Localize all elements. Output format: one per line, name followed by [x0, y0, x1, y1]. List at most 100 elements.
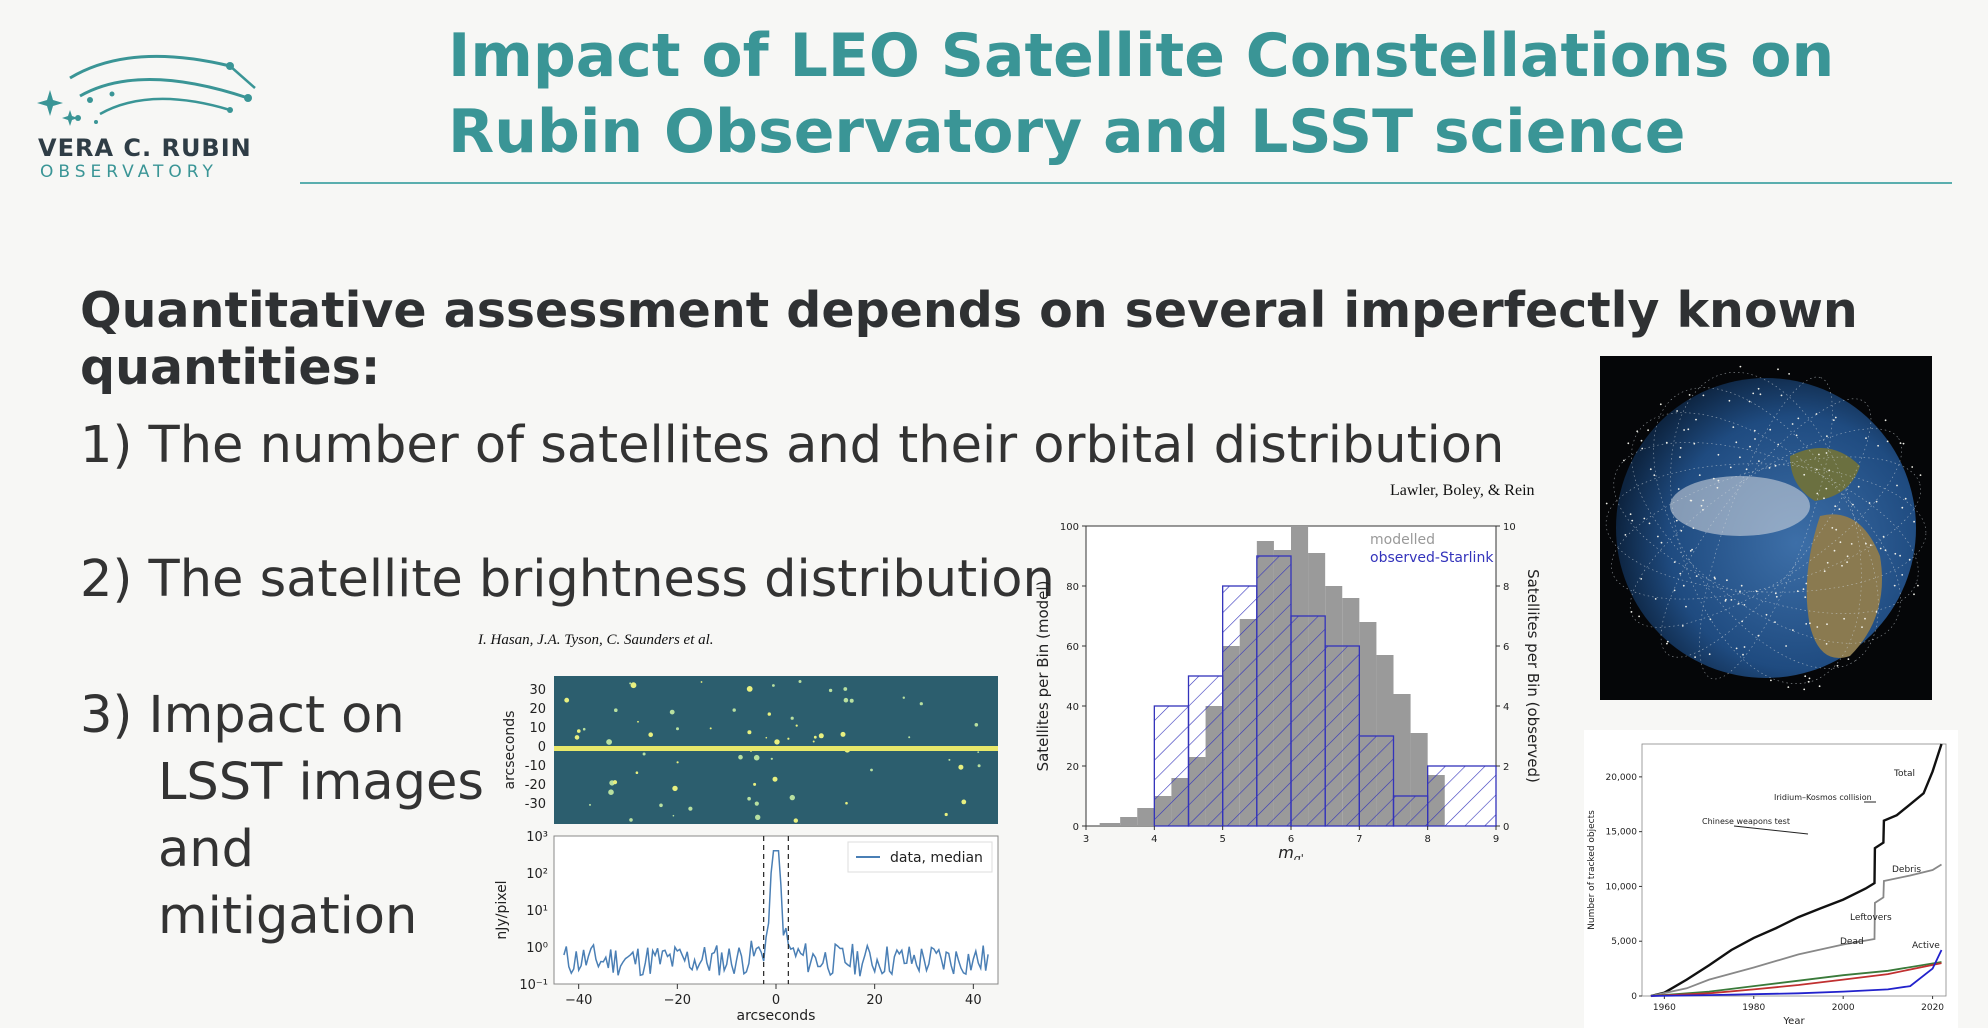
satellite-dot	[1748, 400, 1751, 403]
satellite-dot	[1737, 602, 1740, 605]
hist-xtick-label: 7	[1356, 834, 1362, 845]
hist-ytick-right-label: 8	[1503, 582, 1509, 593]
satellite-dot	[1702, 394, 1705, 397]
satellite-dot	[1774, 464, 1777, 467]
list-item-2: 2) The satellite brightness distribution	[80, 550, 1055, 609]
satellite-dot	[1605, 502, 1608, 505]
satellite-dot	[1825, 487, 1828, 490]
star	[709, 727, 712, 730]
satellite-dot	[1865, 542, 1867, 545]
star	[738, 754, 743, 760]
star	[754, 801, 759, 806]
satellite-dot	[1679, 572, 1682, 575]
satellite-dot	[1838, 508, 1841, 510]
satellite-dot	[1807, 680, 1810, 683]
track-ytick-label: 0	[1631, 992, 1637, 1002]
satellite-dot	[1839, 541, 1842, 544]
annotation-dead: Dead	[1840, 937, 1864, 947]
hist-ytick-left-label: 60	[1066, 642, 1079, 653]
star	[790, 716, 794, 720]
satellite-dot	[1835, 528, 1838, 531]
satellite-dot	[1832, 419, 1835, 421]
satellite-dot	[1788, 373, 1790, 375]
satellite-dot	[1691, 548, 1693, 551]
tracked-objects-figure: 0 5,000 10,000 15,000 20,000 1960 1980 2000 2020…	[1584, 730, 1958, 1028]
satellite-dot	[1896, 484, 1898, 487]
hist-ytick-left-label: 20	[1066, 762, 1079, 773]
hist-ytick-right-label: 6	[1503, 642, 1509, 653]
star	[688, 806, 693, 811]
hist-legend-observed: observed-Starlink	[1370, 550, 1494, 566]
satellite-dot	[1623, 459, 1625, 462]
image-ylabel: arcseconds	[502, 711, 518, 790]
image-ytick-label: 30	[529, 683, 546, 698]
track-ytick-label: 5,000	[1611, 937, 1637, 947]
star	[635, 771, 639, 774]
satellite-dot	[1792, 629, 1794, 631]
satellite-dot	[1740, 584, 1743, 587]
satellite-dot	[1768, 467, 1771, 469]
profile-ytick-label: 10³	[526, 830, 548, 845]
hist-bar-observed	[1222, 585, 1258, 827]
satellite-dot	[1816, 626, 1819, 628]
star	[843, 687, 848, 691]
hist-bar-observed	[1256, 555, 1292, 827]
star	[606, 739, 612, 745]
star	[908, 736, 911, 739]
profile-xtick-label: −20	[664, 993, 691, 1008]
orbit-shell	[1653, 387, 1879, 669]
satellite-dot	[1702, 509, 1704, 511]
satellite-dot	[1636, 430, 1639, 433]
annotation-iridium: Iridium–Kosmos collision	[1774, 793, 1872, 802]
star	[577, 729, 581, 733]
hist-ylabel-left: Satellites per Bin (model)	[1034, 581, 1052, 772]
star	[747, 796, 751, 801]
satellite-dot	[1627, 442, 1630, 445]
orbit-shell	[1699, 376, 1833, 680]
satellite-dot	[1836, 664, 1839, 667]
star	[870, 768, 873, 772]
satellite-dot	[1665, 441, 1668, 444]
satellite-dot	[1654, 598, 1657, 600]
star	[672, 814, 675, 817]
satellite-dot	[1692, 527, 1695, 529]
satellite-dot	[1816, 492, 1819, 495]
star	[919, 702, 923, 706]
annotation-chinese: Chinese weapons test	[1702, 817, 1790, 826]
annotation-active: Active	[1912, 941, 1940, 951]
image-ytick-label: 0	[538, 740, 546, 755]
hist-bar-observed	[1324, 645, 1360, 827]
list-item-3-line4: mitigation	[158, 887, 418, 946]
satellite-dot	[1743, 604, 1746, 606]
star	[582, 727, 586, 731]
satellite-dot	[1913, 593, 1915, 596]
satellite-dot	[1804, 596, 1807, 598]
profile-ytick-label: 10⁰	[526, 941, 548, 956]
track-xlabel: Year	[1782, 1016, 1805, 1027]
satellite-dot	[1769, 428, 1772, 431]
satellite-dot	[1843, 617, 1845, 620]
hist-ytick-left-label: 80	[1066, 582, 1079, 593]
satellite-dot	[1708, 653, 1711, 656]
track-xtick-label: 1980	[1742, 1003, 1765, 1013]
star	[818, 733, 824, 739]
satellite-dot	[1770, 679, 1772, 682]
satellite-dot	[1847, 658, 1850, 660]
satellite-dot	[1757, 387, 1760, 390]
satellite-dot	[1660, 541, 1663, 544]
satellite-dot	[1729, 466, 1732, 469]
profile-ytick-label: 10⁻¹	[519, 978, 548, 993]
list-item-3-line3: and	[158, 820, 254, 879]
satellite-dot	[1797, 417, 1800, 420]
star	[672, 785, 678, 792]
hist-ytick-right-label: 4	[1503, 702, 1509, 713]
satellite-dot	[1904, 497, 1907, 500]
satellite-dot	[1749, 445, 1751, 448]
satellite-dot	[1809, 622, 1811, 625]
satellite-dot	[1833, 549, 1836, 552]
star	[746, 686, 753, 692]
satellite-dot	[1913, 520, 1915, 523]
satellite-dot	[1818, 685, 1821, 688]
star	[629, 818, 633, 822]
star	[795, 724, 798, 727]
